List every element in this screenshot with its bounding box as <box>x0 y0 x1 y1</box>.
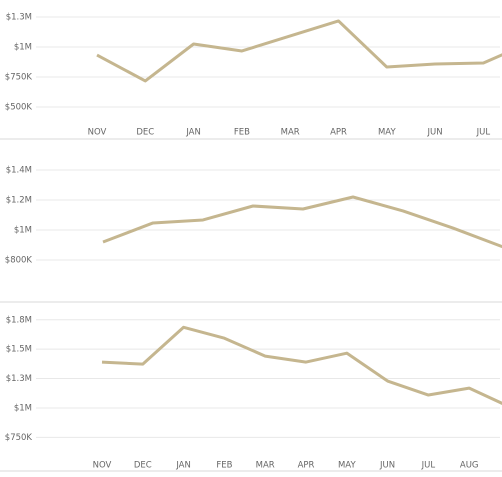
line-series <box>101 325 502 405</box>
y-tick-label: $1.3M <box>6 13 32 23</box>
x-tick-label: MAR <box>281 128 300 138</box>
x-tick-label: DEC <box>134 461 152 471</box>
x-tick-label: MAY <box>378 128 396 138</box>
x-tick-label: JAN <box>185 128 201 138</box>
x-tick-label: MAY <box>338 461 356 471</box>
y-tick-label: $800K <box>5 256 33 266</box>
y-tick-label: $750K <box>5 433 33 443</box>
x-tick-label: JUL <box>421 461 436 471</box>
y-tick-label: $500K <box>5 103 33 113</box>
y-tick-label: $1M <box>14 226 32 236</box>
y-tick-label: $1M <box>14 403 32 413</box>
y-tick-label: $1.4M <box>6 166 32 176</box>
y-tick-label: $1M <box>14 43 32 53</box>
y-tick-label: $750K <box>5 73 33 83</box>
x-tick-label: APR <box>298 461 315 471</box>
x-tick-label: JUN <box>427 128 443 138</box>
x-tick-label: NOV <box>88 128 107 138</box>
y-tick-label: $1.3M <box>6 374 32 384</box>
line-series <box>96 19 502 83</box>
x-tick-label: APR <box>330 128 347 138</box>
x-tick-label: AUG <box>460 461 479 471</box>
x-tick-label: JUN <box>379 461 395 471</box>
x-tick-label: NOV <box>93 461 112 471</box>
x-tick-label: FEB <box>234 128 250 138</box>
y-tick-label: $1.5M <box>6 345 32 355</box>
x-tick-label: FEB <box>216 461 232 471</box>
line-series <box>102 195 502 249</box>
x-tick-label: DEC <box>136 128 154 138</box>
y-tick-label: $1.8M <box>6 315 32 325</box>
y-tick-label: $1.2M <box>6 196 32 206</box>
x-tick-label: JUL <box>476 128 491 138</box>
x-tick-label: MAR <box>256 461 275 471</box>
x-tick-label: JAN <box>175 461 191 471</box>
